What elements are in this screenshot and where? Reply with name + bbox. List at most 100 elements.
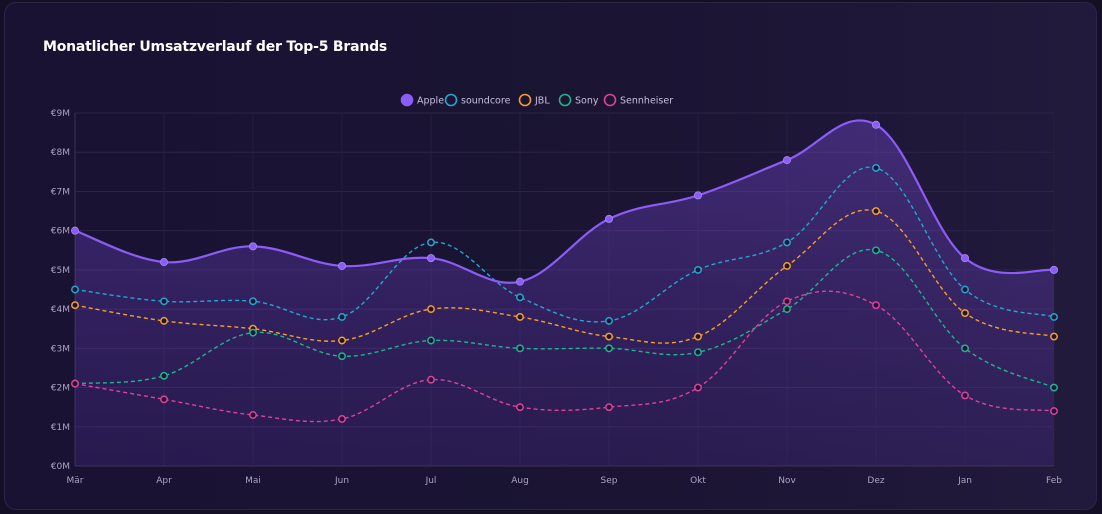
point-jbl[interactable] [872, 207, 880, 216]
point-soundcore[interactable] [605, 316, 613, 325]
point-sennheiser[interactable] [961, 391, 969, 400]
point-jbl[interactable] [783, 262, 791, 270]
point-jbl[interactable] [160, 316, 168, 325]
point-jbl[interactable] [961, 309, 969, 317]
point-soundcore[interactable] [961, 285, 969, 294]
x-tick-label: Apr [156, 476, 172, 486]
point-jbl[interactable] [338, 336, 346, 345]
point-sennheiser[interactable] [71, 379, 79, 388]
point-apple[interactable] [248, 242, 257, 251]
point-jbl[interactable] [694, 332, 702, 341]
legend-item-jbl[interactable]: JBL [518, 93, 551, 107]
legend-marker-jbl [518, 93, 532, 107]
series-line-sony [74, 248, 1055, 389]
y-tick-label: €0M [51, 462, 70, 472]
point-sennheiser[interactable] [694, 383, 702, 392]
point-sony[interactable] [872, 246, 880, 255]
point-apple[interactable] [515, 277, 524, 286]
point-sony[interactable] [783, 305, 791, 314]
legend-marker-soundcore [444, 93, 458, 107]
x-tick-label: Jun [334, 476, 349, 486]
point-jbl[interactable] [427, 305, 435, 314]
point-soundcore[interactable] [1050, 313, 1058, 321]
point-apple[interactable] [337, 261, 346, 270]
x-tick-label: Okt [690, 476, 706, 486]
point-soundcore[interactable] [872, 163, 880, 172]
y-tick-label: €6M [51, 227, 70, 237]
point-sony[interactable] [160, 371, 168, 380]
chart-card: Monatlicher Umsatzverlauf der Top-5 Bran… [4, 2, 1097, 510]
legend-label-sony: Sony [575, 96, 599, 107]
point-sony[interactable] [694, 348, 702, 357]
point-apple[interactable] [694, 191, 703, 200]
x-tick-label: Mai [245, 476, 261, 486]
point-sennheiser[interactable] [872, 301, 880, 310]
point-apple[interactable] [71, 226, 80, 235]
line-chart: €0M €1M €2M €3M €4M €5M €6M €7M €8M €9M Mär Apr Mai J… [51, 93, 1062, 486]
point-sennheiser[interactable] [249, 411, 257, 419]
point-apple[interactable] [1050, 265, 1059, 274]
point-sennheiser[interactable] [160, 395, 168, 404]
y-tick-label: €8M [51, 148, 70, 158]
x-tick-label: Jan [957, 476, 972, 486]
y-tick-label: €4M [51, 305, 70, 315]
y-tick-label: €2M [51, 384, 70, 394]
apple-area-fill [75, 120, 1054, 466]
point-apple[interactable] [961, 254, 970, 263]
point-sennheiser[interactable] [516, 403, 524, 412]
x-tick-label: Sep [601, 476, 618, 486]
legend-label-sennheiser: Sennheiser [620, 96, 673, 107]
y-tick-label: €7M [51, 187, 70, 197]
point-sennheiser[interactable] [338, 414, 346, 423]
legend-marker-sennheiser [603, 93, 617, 107]
legend-item-apple[interactable]: Apple [400, 93, 445, 107]
point-soundcore[interactable] [160, 297, 168, 306]
point-jbl[interactable] [1050, 332, 1058, 341]
point-sennheiser[interactable] [427, 375, 435, 384]
point-sony[interactable] [516, 344, 524, 353]
point-sony[interactable] [961, 344, 969, 353]
point-apple[interactable] [159, 258, 168, 267]
y-tick-label: €1M [51, 423, 70, 433]
y-tick-label: €5M [51, 266, 70, 276]
point-apple[interactable] [872, 120, 881, 129]
x-tick-label: Feb [1046, 476, 1062, 486]
legend-marker-sony [558, 93, 572, 107]
point-jbl[interactable] [516, 313, 524, 321]
point-sennheiser[interactable] [605, 403, 613, 412]
point-soundcore[interactable] [71, 285, 79, 294]
x-tick-label: Dez [867, 476, 884, 486]
x-tick-label: Mär [67, 476, 84, 486]
point-sony[interactable] [1050, 383, 1058, 392]
x-tick-label: Jul [425, 476, 437, 486]
point-sony[interactable] [249, 328, 257, 337]
point-apple[interactable] [426, 254, 435, 263]
legend-item-soundcore[interactable]: soundcore [444, 93, 511, 107]
point-sennheiser[interactable] [783, 297, 791, 306]
chart-title: Monatlicher Umsatzverlauf der Top-5 Bran… [43, 39, 388, 55]
point-soundcore[interactable] [694, 265, 702, 274]
point-soundcore[interactable] [249, 297, 257, 306]
point-apple[interactable] [783, 156, 792, 165]
legend-item-sony[interactable]: Sony [558, 93, 599, 107]
y-tick-label: €3M [51, 344, 70, 354]
point-jbl[interactable] [605, 332, 613, 341]
legend-label-jbl: JBL [534, 96, 550, 107]
point-sony[interactable] [427, 336, 435, 345]
point-apple[interactable] [605, 214, 614, 223]
x-tick-label: Nov [778, 476, 796, 486]
series-line-sennheiser [74, 290, 1055, 423]
legend-label-soundcore: soundcore [461, 96, 511, 107]
point-soundcore[interactable] [783, 238, 791, 247]
point-soundcore[interactable] [516, 293, 524, 302]
point-sony[interactable] [605, 344, 613, 353]
y-tick-label: €9M [51, 109, 70, 119]
point-soundcore[interactable] [338, 313, 346, 321]
point-sony[interactable] [338, 352, 346, 361]
point-sennheiser[interactable] [1050, 407, 1058, 416]
legend-marker-apple [400, 93, 414, 107]
point-soundcore[interactable] [427, 238, 435, 247]
legend-item-sennheiser[interactable]: Sennheiser [603, 93, 674, 107]
legend-label-apple: Apple [417, 96, 444, 107]
point-jbl[interactable] [71, 301, 79, 310]
